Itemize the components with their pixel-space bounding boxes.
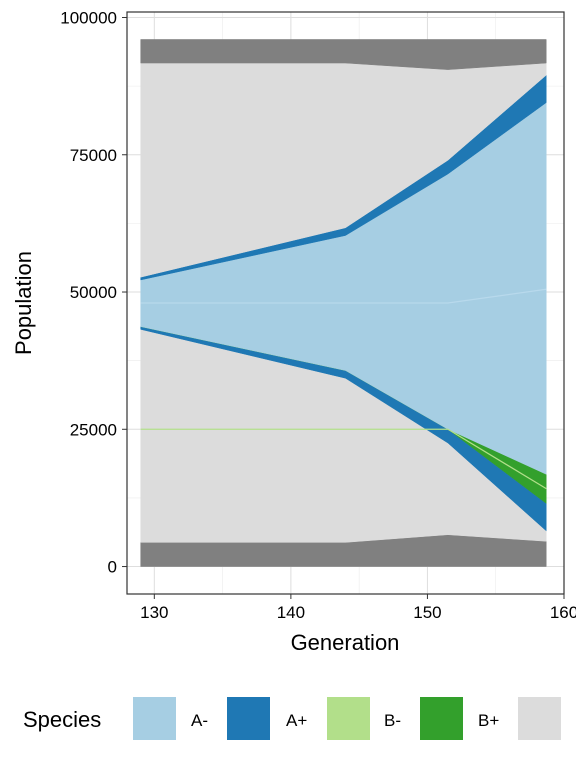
y-axis: 0 25000 50000 75000 100000: [60, 8, 127, 577]
y-tick-label: 100000: [60, 8, 117, 27]
y-tick-label: 50000: [70, 283, 117, 302]
x-axis: 130 140 150 160: [140, 594, 576, 622]
legend-label: B-: [384, 711, 401, 730]
plot-border: [126, 11, 565, 595]
legend-key: [420, 697, 463, 740]
x-tick-label: 130: [140, 603, 168, 622]
x-tick-label: 150: [413, 603, 441, 622]
y-tick-label: 0: [108, 558, 117, 577]
area-layers: [140, 39, 547, 567]
legend-key: [518, 697, 561, 740]
legend-label: B+: [478, 711, 499, 730]
x-tick-label: 140: [277, 603, 305, 622]
area-layer: [140, 39, 547, 70]
x-tick-label: 160: [550, 603, 576, 622]
x-axis-title: Generation: [291, 630, 400, 655]
series-line: [140, 288, 547, 304]
legend-key: [327, 697, 370, 740]
y-tick-label: 75000: [70, 146, 117, 165]
legend-label: A+: [286, 711, 307, 730]
legend-title: Species: [23, 707, 101, 732]
y-tick-label: 25000: [70, 420, 117, 439]
series-lines: [140, 288, 547, 490]
y-axis-title: Population: [11, 251, 36, 355]
legend-key: [227, 697, 270, 740]
legend-label: A-: [191, 711, 208, 730]
legend: A- A+ B- B+: [133, 697, 561, 740]
series-line: [140, 428, 547, 490]
legend-key: [133, 697, 176, 740]
